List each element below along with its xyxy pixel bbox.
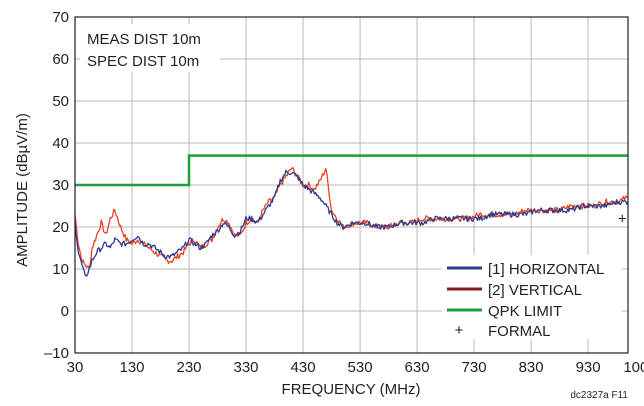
annotation-meas-dist: MEAS DIST 10m <box>87 31 201 48</box>
x-tick-label: 430 <box>291 359 316 376</box>
y-tick-label: 50 <box>52 93 69 110</box>
x-tick-label: 630 <box>405 359 430 376</box>
y-tick-label: 30 <box>52 177 69 194</box>
plot-frame <box>74 16 629 354</box>
x-tick-label: 130 <box>119 359 144 376</box>
x-tick-label: 530 <box>348 359 373 376</box>
legend-label-horizontal: [1] HORIZONTAL <box>488 261 604 278</box>
y-tick-label: 40 <box>52 135 69 152</box>
legend: [1] HORIZONTAL [2] VERTICAL QPK LIMIT + … <box>442 255 622 340</box>
x-tick-label: 230 <box>177 359 202 376</box>
x-tick-label: 330 <box>234 359 259 376</box>
x-tick-label: 1000 <box>623 359 644 376</box>
y-tick-label: 20 <box>52 219 69 236</box>
y-tick-label: 10 <box>52 261 69 278</box>
y-tick-label: 70 <box>52 9 69 26</box>
legend-label-vertical: [2] VERTICAL <box>488 282 582 299</box>
y-axis-label: AMPLITUDE (dBµV/m) <box>14 113 31 267</box>
y-tick-label: 0 <box>61 303 69 320</box>
legend-marker-formal: + <box>455 322 464 339</box>
x-tick-label: 30 <box>67 359 84 376</box>
y-tick-labels: –10 0 10 20 30 40 50 60 70 <box>44 9 69 362</box>
formal-point: + <box>618 211 627 228</box>
x-tick-label: 830 <box>519 359 544 376</box>
x-tick-label: 730 <box>462 359 487 376</box>
series-line-vertical <box>74 166 629 269</box>
series-line-qpk-limit <box>75 154 628 187</box>
y-tick-label: –10 <box>44 345 69 362</box>
x-tick-label: 930 <box>576 359 601 376</box>
y-tick-label: 60 <box>52 51 69 68</box>
legend-label-qpk-limit: QPK LIMIT <box>488 303 562 320</box>
x-tick-labels: 30 130 230 330 430 530 630 730 830 930 1000 <box>67 359 644 376</box>
annotation-box: MEAS DIST 10m SPEC DIST 10m <box>80 24 220 72</box>
series-line-horizontal <box>74 169 629 277</box>
legend-label-formal: FORMAL <box>488 323 551 340</box>
series-layer: + <box>74 154 629 277</box>
annotation-spec-dist: SPEC DIST 10m <box>87 53 199 70</box>
x-axis-label: FREQUENCY (MHz) <box>282 381 421 398</box>
figure-id: dc2327a F11 <box>570 390 628 401</box>
